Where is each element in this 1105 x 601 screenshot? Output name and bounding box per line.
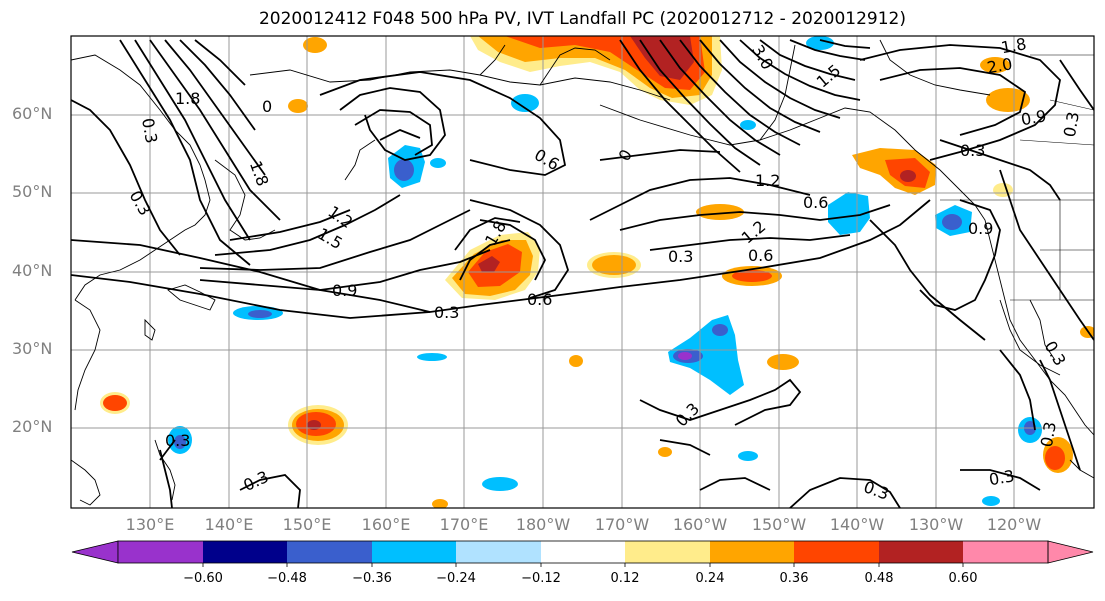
contour-label: 0 <box>262 97 272 116</box>
political-borders <box>940 54 1094 301</box>
colorbar-tick: 0.48 <box>864 571 894 586</box>
contour-label: 0.3 <box>988 466 1016 489</box>
map-frame <box>70 35 1095 509</box>
contour-label: 0.3 <box>668 247 693 266</box>
contour-label: 0.3 <box>1037 420 1060 448</box>
shading-layer <box>100 36 1094 508</box>
colorbar-tick: −0.48 <box>267 571 307 586</box>
lon-label: 160°W <box>672 515 728 534</box>
lon-label: 150°E <box>282 515 332 534</box>
lon-label: 130°E <box>125 515 175 534</box>
gridlines <box>71 36 1094 508</box>
colorbar-tick: −0.12 <box>521 571 561 586</box>
contour-label: 2.0 <box>986 54 1014 77</box>
colorbar <box>71 540 1094 567</box>
colorbar-tick: 0.36 <box>779 571 809 586</box>
colorbar-tick: 0.60 <box>948 571 978 586</box>
colorbar-tick: −0.60 <box>183 571 223 586</box>
lon-label: 140°W <box>829 515 885 534</box>
lon-label: 170°W <box>594 515 650 534</box>
contour-label: 0.6 <box>803 193 828 212</box>
map-content <box>71 36 1094 508</box>
lon-label: 170°E <box>439 515 489 534</box>
contour-label: 0.6 <box>531 145 563 174</box>
lon-label: 120°W <box>986 515 1042 534</box>
contour-label: 3.0 <box>748 41 777 73</box>
pv-contours <box>71 39 1094 508</box>
contour-label: 0 <box>615 146 637 164</box>
colorbar-tick: 0.12 <box>610 571 640 586</box>
contour-label: 1.2 <box>755 171 780 190</box>
contour-label: 0.3 <box>861 477 891 504</box>
contour-label: 0.6 <box>527 290 552 309</box>
lat-label-50n: 50°N <box>12 182 53 201</box>
contour-label: 0.3 <box>165 431 190 450</box>
contour-label: 1.8 <box>175 89 200 108</box>
lat-label-40n: 40°N <box>12 261 53 280</box>
positive-anomaly-north-max <box>630 36 694 80</box>
map-title: 2020012412 F048 500 hPa PV, IVT Landfall… <box>258 9 906 29</box>
colorbar-tick: −0.36 <box>352 571 392 586</box>
contour-label: 0.3 <box>138 116 161 144</box>
lon-label: 130°W <box>908 515 964 534</box>
contour-label: 0.3 <box>240 467 271 495</box>
contour-label: 1.2 <box>738 217 770 248</box>
contour-label: 1.8 <box>1000 34 1028 57</box>
colorbar-tick: −0.24 <box>436 571 476 586</box>
contour-label: 1.8 <box>246 158 273 188</box>
positive-anomaly-central-max <box>478 256 500 272</box>
contour-label: 1.5 <box>813 61 845 92</box>
contour-label: 0.9 <box>1020 106 1048 129</box>
contour-label: 0.3 <box>960 141 985 160</box>
coastlines <box>71 39 1094 506</box>
contour-label: 0.3 <box>1060 110 1083 138</box>
contour-label: 0.9 <box>968 219 993 238</box>
contour-label: 0.9 <box>332 281 357 300</box>
lon-label: 180°W <box>515 515 571 534</box>
contour-label: 0.3 <box>672 399 703 430</box>
contour-label: 0.3 <box>434 303 459 322</box>
colorbar-tick: 0.24 <box>695 571 725 586</box>
lat-label-30n: 30°N <box>12 339 53 358</box>
lat-label-20n: 20°N <box>12 417 53 436</box>
lon-label: 160°E <box>361 515 411 534</box>
lon-label: 150°W <box>751 515 807 534</box>
lat-label-60n: 60°N <box>12 104 53 123</box>
contour-label: 0.6 <box>748 246 773 265</box>
lon-label: 140°E <box>204 515 254 534</box>
